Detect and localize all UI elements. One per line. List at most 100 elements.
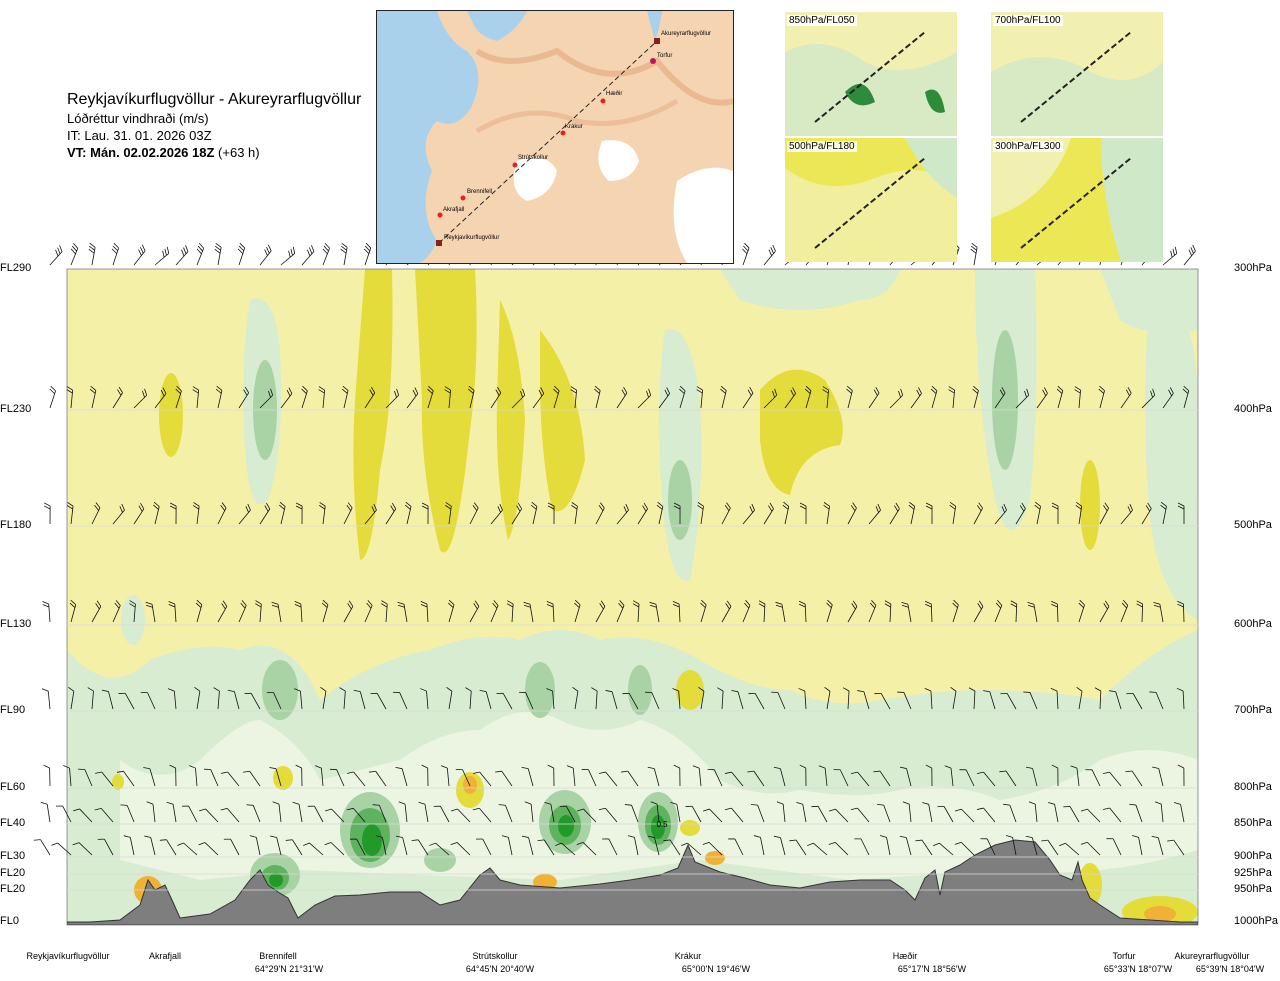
flight-level-tick: FL90 <box>0 704 26 716</box>
wind-barb <box>292 801 303 823</box>
wind-barb <box>498 804 513 823</box>
wind-barb <box>807 842 828 856</box>
descent-column <box>720 269 900 310</box>
wind-barb <box>595 600 606 623</box>
descent-core <box>651 815 665 839</box>
wind-barb <box>506 600 514 623</box>
wind-barb <box>238 503 251 525</box>
wind-barb <box>721 502 731 525</box>
wind-barb <box>1182 385 1190 409</box>
wind-barb <box>521 835 534 856</box>
wind-barb <box>246 804 261 823</box>
glacier <box>598 140 639 181</box>
wind-barb <box>433 805 450 823</box>
wind-barb <box>153 501 160 525</box>
wind-barb <box>742 503 755 525</box>
wind-barb <box>702 841 723 856</box>
wind-barb <box>748 692 765 710</box>
wind-barb <box>1173 802 1185 823</box>
wind-barb <box>521 766 534 787</box>
waypoint-coordinate: 65°39'N 18°04'W <box>1195 964 1265 974</box>
wind-barb <box>1025 835 1038 856</box>
wind-barb <box>259 502 271 525</box>
ascent-plume <box>760 369 843 495</box>
wind-barb <box>656 501 664 525</box>
wind-barb <box>1036 387 1048 409</box>
waypoint-name: Krákur <box>674 951 702 961</box>
wind-barb <box>930 385 938 409</box>
wind-barb <box>773 835 786 856</box>
wind-barb <box>112 386 123 409</box>
wind-barb <box>763 244 776 266</box>
wind-barb <box>724 807 744 823</box>
flight-level-tick: FL40 <box>0 817 26 829</box>
wind-barb <box>175 385 182 409</box>
wind-barb <box>877 804 891 823</box>
wind-barb <box>1078 599 1085 623</box>
wind-barb <box>1075 502 1083 525</box>
wind-barb <box>1080 841 1101 856</box>
wind-barb <box>624 804 639 823</box>
map-label: Akureyrarflugvöllur <box>661 31 711 37</box>
wind-barb <box>784 387 796 409</box>
wind-barb <box>970 242 978 266</box>
wind-barb <box>194 686 201 710</box>
wind-barb <box>595 502 605 525</box>
wind-barb <box>189 765 198 787</box>
wind-barb <box>1099 600 1110 623</box>
wind-barb <box>637 388 652 409</box>
descent-core <box>628 665 652 715</box>
mini-map-700: 700hPa/FL100 <box>991 12 1163 136</box>
wind-barb <box>1152 766 1164 787</box>
map-waypoint-marker <box>650 58 656 64</box>
wind-barb <box>220 807 240 823</box>
wind-barb <box>476 838 492 856</box>
wind-barb <box>192 386 200 409</box>
plot-frame <box>66 268 1199 926</box>
wind-barb <box>343 600 354 623</box>
wind-barb <box>340 242 348 266</box>
wind-barb <box>271 601 282 623</box>
wind-barb <box>217 600 228 623</box>
wind-barb <box>994 600 1003 623</box>
wind-barb <box>884 600 892 623</box>
wind-barb <box>647 835 660 856</box>
mini-map-label: 500hPa/FL180 <box>787 141 857 152</box>
wind-barb <box>72 842 93 856</box>
wind-barb <box>353 689 366 710</box>
contour-label: 0.5 <box>656 820 668 829</box>
flight-level-tick: FL20 <box>0 883 26 895</box>
waypoint-name: Brennifell <box>259 951 297 961</box>
wind-barb <box>518 691 534 710</box>
wind-barb <box>747 770 765 787</box>
wind-barb <box>223 838 240 856</box>
wind-barb <box>976 771 996 787</box>
wind-barb <box>395 767 408 787</box>
wind-barb <box>724 771 744 787</box>
wind-barb <box>301 245 315 266</box>
wind-barb <box>112 503 125 525</box>
wind-barb <box>140 691 156 710</box>
wind-barb <box>811 805 828 823</box>
wind-barb <box>347 771 366 787</box>
wind-barb <box>266 691 282 710</box>
wind-barb <box>999 770 1017 787</box>
wind-barb <box>616 503 629 525</box>
wind-barb <box>349 838 366 856</box>
mini-map-label: 850hPa/FL050 <box>787 15 857 26</box>
sea-area <box>377 11 479 263</box>
wind-barb <box>581 769 597 787</box>
wind-barb <box>94 808 114 823</box>
wind-barb <box>673 502 681 525</box>
wind-barb <box>49 385 56 409</box>
wind-barb <box>1025 766 1038 787</box>
descent-core <box>558 815 574 837</box>
wind-barb <box>270 835 282 856</box>
wind-barb <box>753 835 765 856</box>
wind-barb <box>822 386 829 409</box>
wind-barb <box>627 835 639 856</box>
wind-barb <box>789 839 807 856</box>
wind-barb <box>899 835 912 856</box>
wind-barb <box>776 801 786 823</box>
valid-time-offset: (+63 h) <box>218 145 260 160</box>
